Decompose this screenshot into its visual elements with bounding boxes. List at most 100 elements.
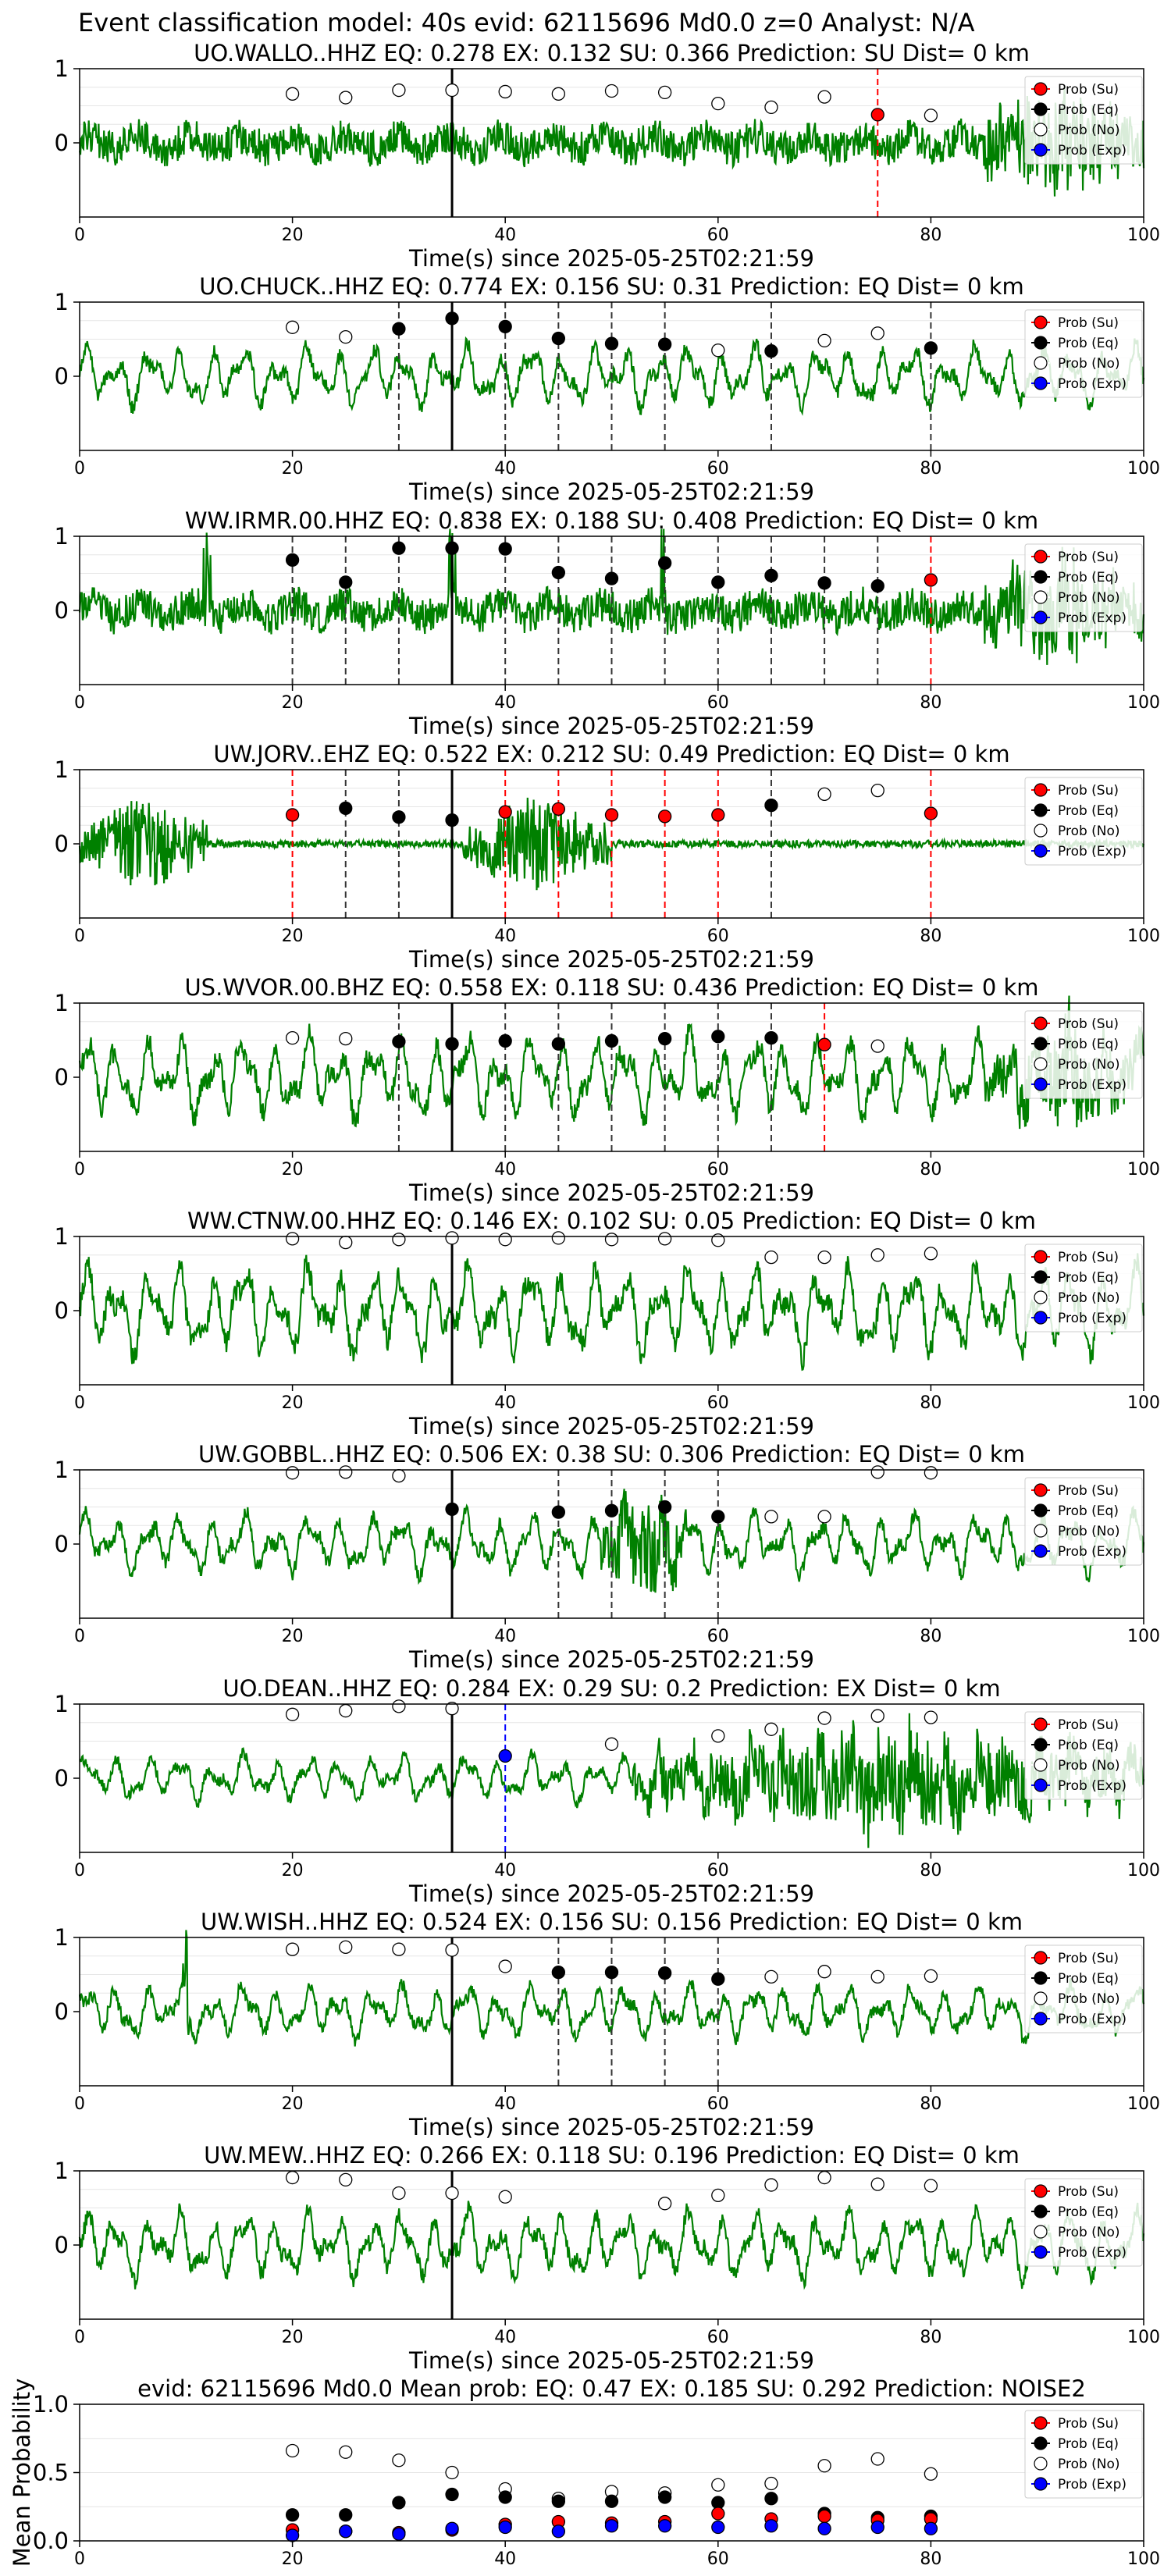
x-axis-label: Time(s) since 2025-05-25T02:21:59 [408,1179,814,1206]
legend-label-no: Prob (No) [1058,356,1120,372]
prob-point-no [392,1699,406,1713]
legend: Prob (Su) Prob (Eq) Prob (No) Prob (Exp) [1024,1244,1143,1332]
panel-4: US.WVOR.00.BHZ EQ: 0.558 EX: 0.118 SU: 0… [55,974,1160,1206]
prob-point-eq [658,1031,672,1046]
prob-point-eq [498,319,512,334]
x-tick-label: 60 [707,1627,729,1646]
legend-marker-exp [1034,2012,1048,2026]
prob-point-no [445,1702,459,1716]
prob-point-eq [604,571,619,585]
y-tick-label: 1 [55,1457,69,1483]
mean-prob-point-no [711,2478,725,2492]
panel-0: UO.WALLO..HHZ EQ: 0.278 EX: 0.132 SU: 0.… [55,40,1160,272]
prob-point-no [711,96,725,111]
prob-point-no [764,1722,778,1736]
x-tick-label: 60 [707,2549,729,2569]
x-axis-label: Time(s) since 2025-05-25T02:21:59 [408,1646,814,1673]
prob-point-eq [764,568,778,582]
mean-prob-point-exp [604,2519,619,2533]
y-tick-label: 0 [55,130,69,156]
x-tick-label: 20 [282,226,304,245]
x-tick-label: 80 [920,1160,941,1179]
mean-prob-point-exp [924,2521,938,2535]
y-tick-label: 0.5 [33,2460,69,2486]
legend-marker-no [1034,2457,1048,2471]
x-tick-label: 20 [282,1861,304,1880]
panel-title: WW.CTNW.00.HHZ EQ: 0.146 EX: 0.102 SU: 0… [187,1208,1036,1234]
prob-point-no [870,2177,884,2191]
legend-marker-su [1034,2416,1048,2430]
x-tick-label: 20 [282,2328,304,2347]
prob-point-no [817,1510,831,1524]
legend-marker-exp [1034,1778,1048,1792]
legend: Prob (Su) Prob (Eq) Prob (No) Prob (Exp) [1024,1477,1143,1566]
prob-point-eq [711,1972,725,1986]
legend-marker-su [1034,2184,1048,2198]
legend-marker-eq [1034,803,1048,817]
prob-point-no [817,1965,831,1979]
panel-5: WW.CTNW.00.HHZ EQ: 0.146 EX: 0.102 SU: 0… [55,1208,1160,1439]
legend-marker-eq [1034,1270,1048,1284]
y-tick-label: 1.0 [33,2391,69,2418]
y-tick-label: 0 [55,1064,69,1091]
x-tick-label: 60 [707,459,729,479]
prob-point-no [339,329,353,344]
prob-point-no [339,1465,353,1479]
prob-point-no [445,1943,459,1957]
prob-point-su [498,805,512,819]
legend-box [1024,1711,1143,1800]
legend: Prob (Su) Prob (Eq) Prob (No) Prob (Exp) [1024,1010,1143,1099]
prob-point-eq [498,1034,512,1048]
prob-point-no [498,84,512,99]
legend-label-su: Prob (Su) [1058,1717,1119,1733]
legend-box [1024,309,1143,398]
x-tick-label: 60 [707,693,729,713]
prob-point-eq [764,798,778,813]
legend-box [1024,777,1143,866]
legend-label-exp: Prob (Exp) [1058,1778,1127,1794]
panel-title: UW.WISH..HHZ EQ: 0.524 EX: 0.156 SU: 0.1… [201,1909,1023,1935]
x-tick-label: 100 [1127,226,1160,245]
prob-point-no [498,1959,512,1973]
prob-point-eq [870,579,884,593]
mean-prob-point-eq [392,2496,406,2510]
prob-point-eq [658,1966,672,1980]
legend: Prob (Su) Prob (Eq) Prob (No) Prob (Exp) [1024,2178,1143,2267]
legend-label-no: Prob (No) [1058,1290,1120,1306]
x-tick-label: 20 [282,693,304,713]
legend-marker-no [1034,123,1048,137]
x-axis-label: Time(s) since 2025-05-25T02:21:59 [408,2114,814,2140]
legend-box [1024,2410,1143,2499]
panel-title: US.WVOR.00.BHZ EQ: 0.558 EX: 0.118 SU: 0… [184,974,1038,1001]
legend-marker-su [1034,82,1048,96]
prob-point-eq [711,1030,725,1044]
x-tick-label: 40 [494,2549,516,2569]
y-tick-label: 1 [55,1691,69,1717]
y-tick-label: 1 [55,2158,69,2184]
x-axis-label: Time(s) since 2025-05-25T02:21:59 [408,1880,814,1907]
mean-prob-point-exp [658,2519,672,2533]
prob-point-no [285,1942,300,1956]
prob-point-eq [392,322,406,336]
mean-prob-point-no [445,2465,459,2480]
y-tick-label: 1 [55,1924,69,1951]
panels: UO.WALLO..HHZ EQ: 0.278 EX: 0.132 SU: 0.… [9,40,1160,2569]
legend-marker-eq [1034,1738,1048,1752]
prob-point-no [445,2186,459,2201]
x-tick-label: 20 [282,1627,304,1646]
panel-7: UO.DEAN..HHZ EQ: 0.284 EX: 0.29 SU: 0.2 … [55,1675,1160,1907]
prob-point-no [764,1969,778,1984]
x-tick-label: 0 [74,1160,85,1179]
legend: Prob (Su) Prob (Eq) Prob (No) Prob (Exp) [1024,1944,1143,2033]
x-axis-label: Time(s) since 2025-05-25T02:21:59 [408,479,814,505]
prob-point-eq [604,1965,619,1980]
prob-point-no [285,87,300,101]
prob-point-no [924,1710,938,1724]
legend: Prob (Su) Prob (Eq) Prob (No) Prob (Exp) [1024,2410,1143,2499]
x-tick-label: 60 [707,1160,729,1179]
x-tick-label: 40 [494,459,516,479]
prob-point-no [658,1232,672,1246]
x-tick-label: 40 [494,226,516,245]
mean-prob-point-exp [711,2520,725,2535]
